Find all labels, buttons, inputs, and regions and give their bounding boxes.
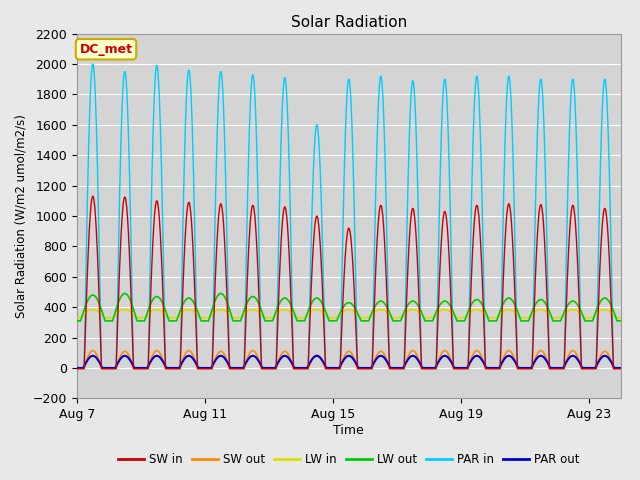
- Legend: SW in, SW out, LW in, LW out, PAR in, PAR out: SW in, SW out, LW in, LW out, PAR in, PA…: [113, 448, 584, 470]
- X-axis label: Time: Time: [333, 424, 364, 437]
- Title: Solar Radiation: Solar Radiation: [291, 15, 407, 30]
- Y-axis label: Solar Radiation (W/m2 umol/m2/s): Solar Radiation (W/m2 umol/m2/s): [14, 114, 27, 318]
- Text: DC_met: DC_met: [79, 43, 132, 56]
